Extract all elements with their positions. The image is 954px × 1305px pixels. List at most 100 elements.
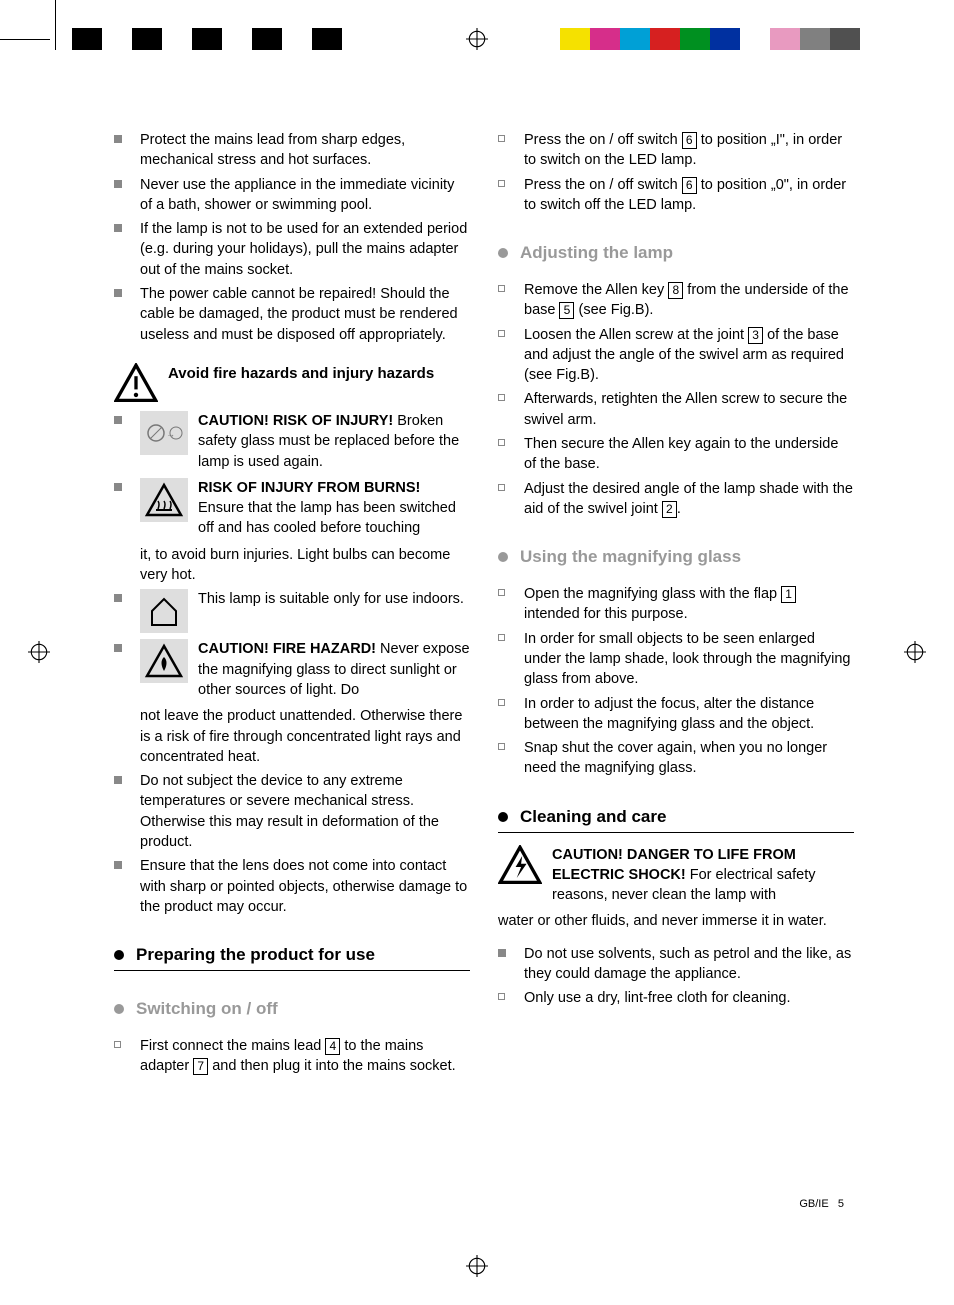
list-item: Do not use solvents, such as petrol and … xyxy=(498,944,854,985)
bullet-icon xyxy=(498,699,505,706)
ref-number: 4 xyxy=(325,1038,340,1055)
ref-number: 3 xyxy=(748,327,763,344)
list-text: Press the on / off switch xyxy=(524,132,682,148)
list-item: Ensure that the lens does not come into … xyxy=(114,856,470,917)
right-column: Press the on / off switch 6 to position … xyxy=(498,130,854,1080)
list-text: Snap shut the cover again, when you no l… xyxy=(524,740,827,776)
ref-number: 6 xyxy=(682,177,697,194)
list-item: This lamp is suitable only for use indoo… xyxy=(114,589,470,633)
swatch xyxy=(192,28,222,50)
bullet-icon xyxy=(114,1041,121,1048)
registration-mark-icon xyxy=(904,641,926,663)
adjusting-heading: Adjusting the lamp xyxy=(498,241,854,268)
left-column: Protect the mains lead from sharp edges,… xyxy=(114,130,470,1080)
crop-mark xyxy=(0,39,50,40)
bullet-dot-icon xyxy=(114,950,124,960)
ref-number: 2 xyxy=(662,501,677,518)
magnify-list: Open the magnifying glass with the flap … xyxy=(498,584,854,779)
swatch xyxy=(620,28,650,50)
crop-mark xyxy=(55,0,56,50)
heading-text: Preparing the product for use xyxy=(136,943,375,967)
list-text: Do not subject the device to any extreme… xyxy=(140,773,439,850)
bullet-icon xyxy=(498,589,505,596)
heading-text: Using the magnifying glass xyxy=(520,545,741,569)
list-text: If the lamp is not to be used for an ext… xyxy=(140,221,467,278)
list-text: Do not use solvents, such as petrol and … xyxy=(524,946,851,982)
bullet-dot-icon xyxy=(498,248,508,258)
bullet-icon xyxy=(114,594,122,602)
magnifying-heading: Using the magnifying glass xyxy=(498,545,854,572)
bullet-icon xyxy=(114,644,122,652)
bullet-icon xyxy=(498,439,505,446)
list-text: Then secure the Allen key again to the u… xyxy=(524,436,838,472)
registration-mark-icon xyxy=(466,28,488,50)
press-list: Press the on / off switch 6 to position … xyxy=(498,130,854,215)
indoor-house-icon xyxy=(140,589,188,633)
warning-triangle-icon xyxy=(114,363,158,403)
registration-mark-icon xyxy=(28,641,50,663)
page-footer: GB/IE 5 xyxy=(799,1198,844,1210)
list-item: Loosen the Allen screw at the joint 3 of… xyxy=(498,325,854,386)
list-text: Never use the appliance in the immediate… xyxy=(140,177,454,213)
list-item: Only use a dry, lint-free cloth for clea… xyxy=(498,988,854,1008)
list-item: The power cable cannot be repaired! Shou… xyxy=(114,284,470,345)
list-item: Snap shut the cover again, when you no l… xyxy=(498,738,854,779)
page-content: Protect the mains lead from sharp edges,… xyxy=(114,130,854,1080)
swatch xyxy=(740,28,770,50)
list-item: Afterwards, retighten the Allen screw to… xyxy=(498,389,854,430)
list-text: Open the magnifying glass with the flap xyxy=(524,586,781,602)
shock-warning: CAUTION! DANGER TO LIFE FROM ELECTRIC SH… xyxy=(498,845,854,906)
color-bar-left xyxy=(72,28,372,50)
swatch xyxy=(252,28,282,50)
swatch xyxy=(770,28,800,50)
list-item: First connect the mains lead 4 to the ma… xyxy=(114,1036,470,1077)
bullet-icon xyxy=(114,135,122,143)
fire-hazard-icon xyxy=(140,639,188,683)
list-item: RISK OF INJURY FROM BURNS! Ensure that t… xyxy=(114,478,470,585)
list-text: Protect the mains lead from sharp edges,… xyxy=(140,132,405,168)
electric-shock-icon xyxy=(498,845,542,885)
bullet-icon xyxy=(114,416,122,424)
caution-text: CAUTION! DANGER TO LIFE FROM ELECTRIC SH… xyxy=(552,845,854,906)
list-text: (see Fig.B). xyxy=(574,302,653,318)
swatch xyxy=(560,28,590,50)
ref-number: 1 xyxy=(781,586,796,603)
list-item: Do not subject the device to any extreme… xyxy=(114,771,470,852)
heading-text: Avoid fire hazards and injury hazards xyxy=(168,363,434,384)
list-item: In order for small objects to be seen en… xyxy=(498,629,854,690)
list-text: First connect the mains lead xyxy=(140,1038,325,1054)
bullet-icon xyxy=(114,861,122,869)
bullet-dot-icon xyxy=(498,812,508,822)
list-text: Remove the Allen key xyxy=(524,282,668,298)
bullet-icon xyxy=(498,135,505,142)
footer-page: 5 xyxy=(838,1198,844,1210)
list-item: Adjust the desired angle of the lamp sha… xyxy=(498,479,854,520)
switching-heading: Switching on / off xyxy=(114,997,470,1024)
bullet-icon xyxy=(114,224,122,232)
list-item: Then secure the Allen key again to the u… xyxy=(498,434,854,475)
bullet-icon xyxy=(498,484,505,491)
swatch xyxy=(650,28,680,50)
bullet-icon xyxy=(114,776,122,784)
swatch xyxy=(72,28,102,50)
list-text: . xyxy=(677,501,681,517)
preparing-heading: Preparing the product for use xyxy=(114,943,470,971)
bullet-icon xyxy=(498,330,505,337)
list-text: Loosen the Allen screw at the joint xyxy=(524,327,748,343)
hot-surface-icon xyxy=(140,478,188,522)
clean-list: Do not use solvents, such as petrol and … xyxy=(498,944,854,1009)
swatch xyxy=(312,28,342,50)
continuation-text: water or other fluids, and never immerse… xyxy=(498,911,854,931)
bullet-icon xyxy=(498,285,505,292)
list-item: Protect the mains lead from sharp edges,… xyxy=(114,130,470,171)
caution-text: RISK OF INJURY FROM BURNS! Ensure that t… xyxy=(198,478,470,539)
list-text: Press the on / off switch xyxy=(524,177,682,193)
heading-text: Switching on / off xyxy=(136,997,278,1021)
swatch xyxy=(680,28,710,50)
color-bar-right xyxy=(560,28,860,50)
bullet-dot-icon xyxy=(114,1004,124,1014)
list-item: If the lamp is not to be used for an ext… xyxy=(114,219,470,280)
caution-text: CAUTION! RISK OF INJURY! Broken safety g… xyxy=(198,411,470,472)
swatch xyxy=(800,28,830,50)
list-text: The power cable cannot be repaired! Shou… xyxy=(140,286,458,343)
